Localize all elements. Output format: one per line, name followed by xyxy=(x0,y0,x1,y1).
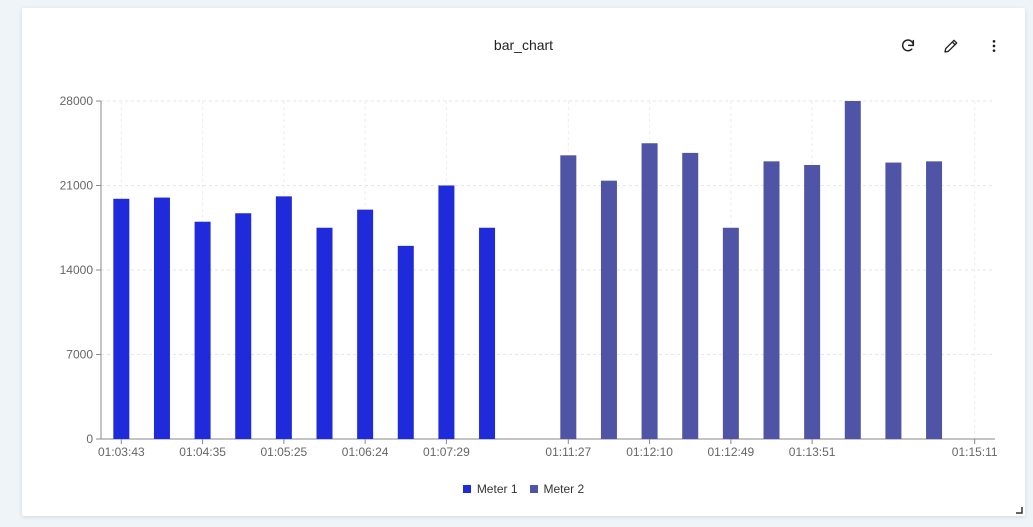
bar-meter-1 xyxy=(113,198,130,439)
legend-swatch-meter-2 xyxy=(529,485,538,493)
refresh-button[interactable] xyxy=(897,36,919,56)
legend-item-meter-2[interactable]: Meter 2 xyxy=(529,482,585,496)
y-tick-label: 14000 xyxy=(60,263,94,277)
refresh-icon xyxy=(901,39,915,52)
y-tick-label: 21000 xyxy=(60,179,94,193)
edit-button[interactable] xyxy=(940,36,962,56)
bar-meter-2 xyxy=(763,161,780,439)
bar-meter-1 xyxy=(316,227,333,439)
chart-legend: Meter 1 Meter 2 xyxy=(22,482,1025,496)
bar-meter-1 xyxy=(235,213,252,439)
bar-meter-2 xyxy=(804,164,821,439)
y-tick-label: 28000 xyxy=(60,94,94,108)
bar-meter-2 xyxy=(560,155,577,440)
x-tick-label: 01:15:11 xyxy=(952,445,998,459)
x-tick-label: 01:12:10 xyxy=(626,445,673,459)
pencil-icon xyxy=(944,39,958,53)
bar-meter-1 xyxy=(275,196,292,439)
bar-meter-2 xyxy=(926,161,943,439)
more-vertical-icon xyxy=(992,40,996,52)
bar-meter-2 xyxy=(844,101,861,439)
x-tick-label: 01:03:43 xyxy=(98,445,145,459)
x-tick-label: 01:13:51 xyxy=(789,445,836,459)
x-tick-label: 01:04:35 xyxy=(179,445,226,459)
bar-meter-1 xyxy=(479,227,496,439)
bar-meter-2 xyxy=(682,152,699,439)
resize-handle-icon[interactable] xyxy=(1015,506,1023,514)
bar-meter-1 xyxy=(397,245,414,439)
x-tick-label: 01:05:25 xyxy=(261,445,308,459)
bar-meter-2 xyxy=(600,180,617,439)
bar-meter-1 xyxy=(438,185,455,439)
bar-meter-2 xyxy=(722,227,739,439)
bar-meter-1 xyxy=(357,209,374,439)
legend-swatch-meter-1 xyxy=(462,485,471,493)
bar-meter-2 xyxy=(641,143,658,439)
x-tick-label: 01:06:24 xyxy=(342,445,389,459)
bar-meter-2 xyxy=(885,162,902,440)
x-tick-label: 01:07:29 xyxy=(423,445,470,459)
y-tick-label: 0 xyxy=(86,432,93,446)
legend-item-meter-1[interactable]: Meter 1 xyxy=(462,482,518,496)
legend-label-meter-1: Meter 1 xyxy=(476,482,518,496)
x-tick-label: 01:11:27 xyxy=(545,445,591,459)
y-tick-label: 7000 xyxy=(66,348,93,362)
panel-title: bar_chart xyxy=(493,37,554,53)
bar-meter-1 xyxy=(153,197,170,439)
bar-meter-1 xyxy=(194,221,211,439)
bar-chart: 0 7000 14000 21000 28000 01:03:43 01:04:35 01:0… xyxy=(60,94,998,459)
x-tick-label: 01:12:49 xyxy=(708,445,755,459)
chart-panel: bar_chart 0 7000 14000 21000 28000 01:03:43 01… xyxy=(22,8,1025,516)
more-menu-button[interactable] xyxy=(983,36,1005,56)
legend-label-meter-2: Meter 2 xyxy=(543,482,585,496)
